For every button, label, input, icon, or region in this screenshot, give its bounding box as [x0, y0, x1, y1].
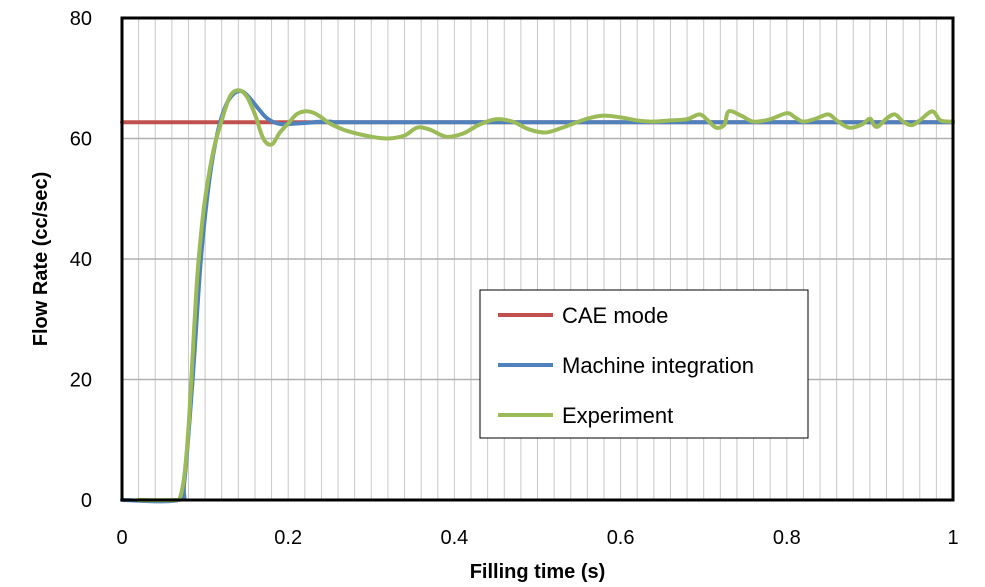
y-tick-label: 20 [70, 370, 92, 392]
series-line-experiment [136, 88, 955, 503]
x-tick-label: 0.6 [607, 527, 635, 549]
x-tick-label: 0 [116, 527, 127, 549]
y-tick-label: 0 [81, 490, 92, 512]
x-tick-labels: 0 0.2 0.4 0.6 0.8 1 [116, 527, 958, 549]
x-tick-label: 0.8 [773, 527, 801, 549]
legend-label: Experiment [562, 403, 673, 428]
y-tick-label: 80 [70, 8, 92, 30]
plot-area-border [120, 16, 955, 502]
legend-label: Machine integration [562, 353, 754, 378]
y-axis-title: Flow Rate (cc/sec) [30, 172, 52, 347]
y-tick-label: 40 [70, 249, 92, 271]
legend: CAE mode Machine integration Experiment [479, 289, 809, 439]
x-axis-title: Filling time (s) [470, 561, 606, 583]
y-tick-label: 60 [70, 129, 92, 151]
series-lines [120, 88, 955, 504]
x-tick-label: 0.2 [274, 527, 302, 549]
x-tick-label: 1 [947, 527, 958, 549]
x-tick-label: 0.4 [440, 527, 468, 549]
legend-label: CAE mode [562, 303, 668, 328]
y-tick-labels: 0 20 40 60 80 [70, 8, 92, 512]
